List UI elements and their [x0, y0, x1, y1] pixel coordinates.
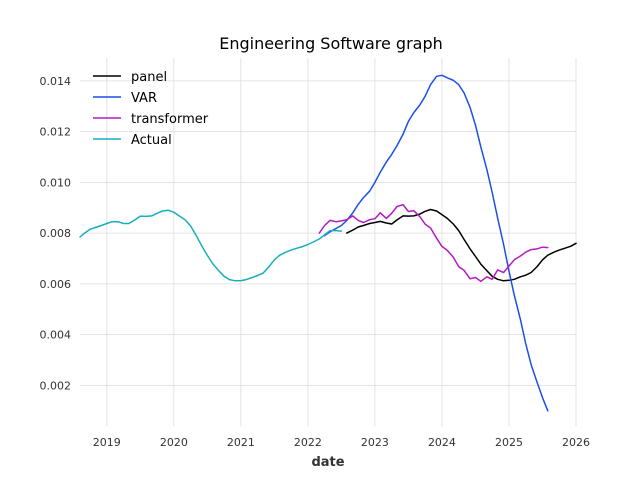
x-tick-label: 2022 — [294, 436, 322, 449]
legend-label-transformer: transformer — [131, 112, 209, 127]
y-tick-label: 0.002 — [40, 379, 72, 392]
x-tick-label: 2019 — [93, 436, 121, 449]
series-lines — [79, 74, 577, 412]
series-line-panel — [346, 208, 577, 282]
y-tick-labels: 0.002 0.004 0.006 0.008 0.010 0.012 0.014 — [40, 75, 72, 393]
x-tick-label: 2023 — [361, 436, 389, 449]
legend: panel VAR transformer Actual — [93, 70, 209, 148]
series-line-transformer — [318, 203, 549, 283]
x-tick-labels: 2019 2020 2021 2022 2023 2024 2025 2026 — [93, 436, 590, 449]
y-tick-label: 0.010 — [40, 176, 72, 189]
y-tick-label: 0.008 — [40, 227, 72, 240]
series-line-var — [323, 74, 549, 412]
y-tick-label: 0.014 — [40, 75, 72, 88]
x-axis-label: date — [311, 455, 344, 470]
x-tick-label: 2026 — [562, 436, 590, 449]
legend-label-var: VAR — [131, 91, 157, 106]
chart-title: Engineering Software graph — [219, 34, 443, 53]
y-tick-label: 0.006 — [40, 278, 72, 291]
y-tick-label: 0.012 — [40, 126, 72, 139]
x-tick-label: 2021 — [227, 436, 255, 449]
legend-label-panel: panel — [131, 70, 167, 85]
x-tick-label: 2020 — [160, 436, 188, 449]
x-tick-label: 2025 — [495, 436, 523, 449]
y-tick-label: 0.004 — [40, 329, 72, 342]
legend-label-actual: Actual — [131, 133, 172, 148]
x-tick-label: 2024 — [428, 436, 456, 449]
grid-lines — [80, 58, 577, 426]
series-line-actual — [79, 209, 343, 282]
